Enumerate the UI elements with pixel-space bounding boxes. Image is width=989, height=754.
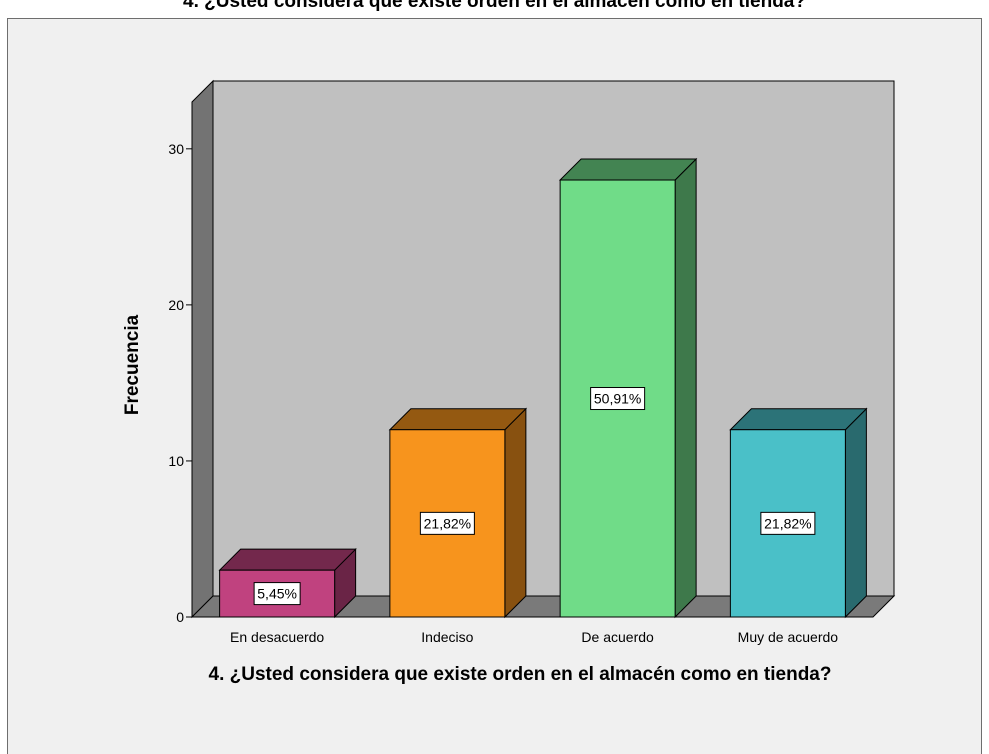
x-tick-label: Muy de acuerdo <box>738 629 839 645</box>
bars: 5,45% 21,82% 50,91% 21,82% <box>218 157 868 619</box>
data-label: 50,91% <box>594 391 641 407</box>
x-tick-label: De acuerdo <box>581 629 654 645</box>
bar-side <box>844 407 867 619</box>
bar-top <box>388 408 528 431</box>
bar-top <box>729 408 868 431</box>
y-axis: 0 10 20 30 <box>168 102 193 625</box>
y-axis-title: Frecuencia <box>122 314 143 415</box>
bar-top <box>558 158 698 181</box>
data-label-box <box>760 511 816 535</box>
x-axis: En desacuerdo Indeciso De acuerdo Muy de ac… <box>230 629 838 645</box>
data-label-box <box>419 511 475 535</box>
y-tick-label: 10 <box>168 453 184 469</box>
y-tick-label: 0 <box>176 609 184 625</box>
y-tick-label: 30 <box>168 141 184 157</box>
y-tick-label: 20 <box>168 297 184 313</box>
bar-group: 50,91% <box>558 157 698 619</box>
data-label-box <box>590 387 646 411</box>
x-tick-label: Indeciso <box>421 629 473 645</box>
bar-group: 21,82% <box>729 407 868 619</box>
data-label: 21,82% <box>764 515 811 531</box>
x-axis-title: 4. ¿Usted considera que existe orden en … <box>208 664 832 685</box>
chart-title: 4. ¿Usted considera que existe orden en … <box>183 0 806 12</box>
bar-side <box>674 157 697 619</box>
x-tick-label: En desacuerdo <box>230 629 324 645</box>
side-wall <box>191 79 214 619</box>
bar-group: 21,82% <box>388 407 528 619</box>
data-label: 21,82% <box>424 515 471 531</box>
data-label-box <box>253 582 301 606</box>
bar-top <box>218 548 357 571</box>
bar-group: 5,45% <box>218 547 357 619</box>
data-label: 5,45% <box>257 586 297 602</box>
bar-side <box>504 407 527 619</box>
